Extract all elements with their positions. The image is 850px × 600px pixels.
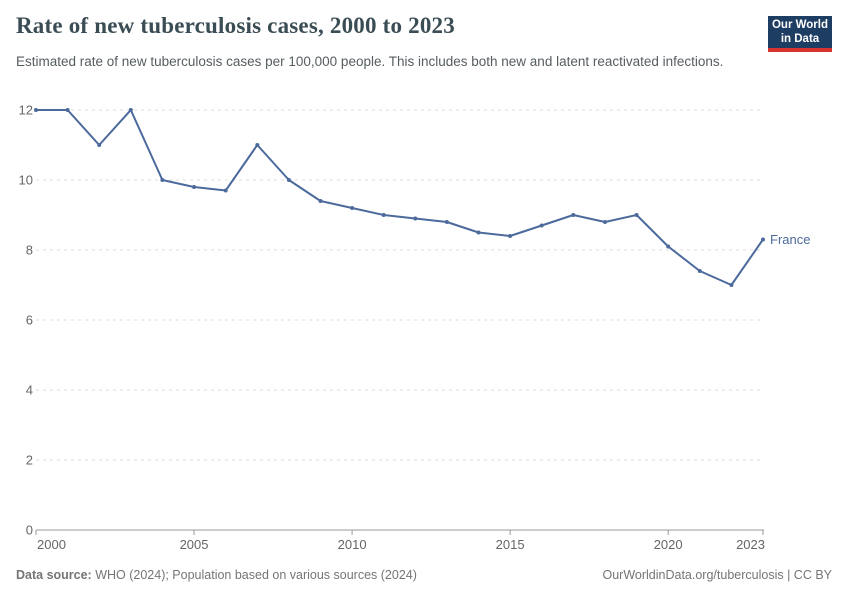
data-point	[192, 185, 196, 189]
data-point	[255, 143, 260, 147]
data-line	[35, 109, 764, 286]
y-tick-label: 4	[26, 383, 33, 398]
y-tick-label: 0	[26, 523, 33, 538]
x-tick-label: 2000	[37, 537, 66, 552]
x-tick-label: 2020	[654, 537, 683, 552]
data-point	[666, 244, 671, 249]
y-tick-label: 6	[26, 313, 33, 328]
data-point	[761, 237, 765, 242]
data-source-note: Data source: WHO (2024); Population base…	[16, 568, 417, 582]
data-point	[318, 199, 323, 203]
data-point	[128, 108, 133, 112]
y-tick-label: 10	[19, 173, 33, 188]
x-tick-label: 2010	[338, 537, 367, 552]
data-point	[413, 216, 418, 221]
data-point	[508, 234, 513, 238]
y-tick-label: 8	[26, 243, 33, 258]
license-link[interactable]: OurWorldinData.org/tuberculosis | CC BY	[602, 568, 833, 582]
y-tick-label: 2	[26, 453, 33, 468]
data-point	[729, 283, 734, 287]
data-point	[34, 108, 38, 112]
owid-logo-line1: Our World	[771, 19, 828, 31]
page-title: Rate of new tuberculosis cases, 2000 to …	[16, 13, 455, 38]
data-source-label: Data source:	[16, 568, 92, 582]
owid-logo[interactable]: Our World in Data	[768, 16, 832, 52]
data-point	[697, 269, 702, 273]
data-point	[160, 178, 165, 182]
x-tick-label: 2005	[180, 537, 209, 552]
data-point	[350, 206, 355, 210]
data-point	[571, 213, 576, 217]
data-point	[286, 178, 291, 182]
y-tick-label: 12	[19, 103, 33, 118]
data-point	[634, 213, 639, 217]
data-point	[539, 223, 544, 228]
chart-footer: Data source: WHO (2024); Population base…	[16, 568, 832, 582]
series-label-france[interactable]: France	[770, 232, 810, 247]
data-source-text: WHO (2024); Population based on various …	[91, 568, 417, 582]
data-point	[444, 220, 449, 224]
data-point	[97, 143, 102, 147]
data-point	[476, 230, 481, 235]
data-point	[65, 108, 70, 112]
x-tick-label: 2015	[496, 537, 525, 552]
x-tick-label: 2023	[736, 537, 765, 552]
owid-logo-line2: in Data	[780, 33, 820, 45]
chart-subtitle: Estimated rate of new tuberculosis cases…	[16, 54, 724, 69]
data-point	[603, 220, 607, 224]
data-point	[223, 188, 228, 193]
data-point	[381, 213, 386, 217]
